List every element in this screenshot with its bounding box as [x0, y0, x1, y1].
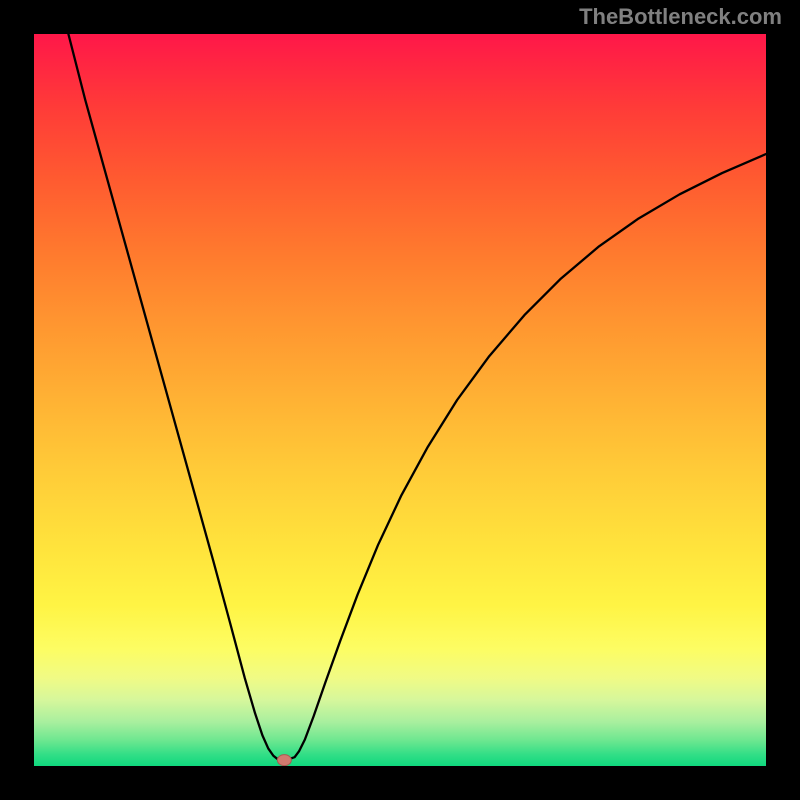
minimum-marker	[277, 755, 291, 766]
gradient-background	[34, 34, 766, 766]
plot-area	[34, 34, 766, 766]
chart-frame: TheBottleneck.com	[0, 0, 800, 800]
chart-svg	[34, 34, 766, 766]
watermark-text: TheBottleneck.com	[579, 4, 782, 30]
